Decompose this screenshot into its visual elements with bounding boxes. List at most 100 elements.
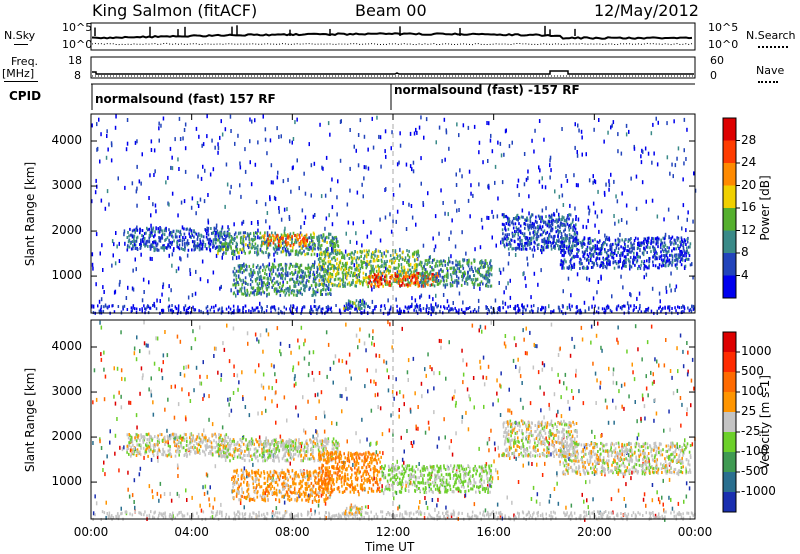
power-region-9-cell bbox=[656, 236, 659, 240]
power-region-9-cell bbox=[572, 235, 574, 239]
power-region-8-cell bbox=[506, 216, 509, 220]
power-region-3-cell bbox=[240, 266, 243, 270]
power-region-8-cell bbox=[549, 229, 552, 233]
power-noise-cell bbox=[123, 232, 125, 237]
power-region-1-cell bbox=[248, 238, 251, 242]
power-region-0-cell bbox=[139, 231, 141, 235]
power-noise-cell bbox=[135, 189, 138, 194]
power-region-3-cell bbox=[253, 271, 256, 275]
power-ground-cell bbox=[674, 306, 676, 310]
power-region-8-cell bbox=[504, 233, 507, 237]
power-region-4-cell bbox=[400, 263, 403, 266]
velocity-noise-cell bbox=[371, 341, 373, 346]
power-noise-cell bbox=[143, 290, 145, 294]
power-region-2-cell bbox=[298, 242, 300, 246]
power-region-4-cell bbox=[339, 259, 342, 263]
power-region-0-cell bbox=[178, 235, 181, 239]
power-noise-cell bbox=[278, 246, 280, 251]
power-noise-cell bbox=[626, 220, 628, 225]
power-region-3-cell bbox=[265, 265, 268, 269]
power-region-8-cell bbox=[568, 213, 570, 217]
velocity-noise-cell bbox=[483, 479, 485, 484]
power-noise-cell bbox=[435, 302, 437, 307]
power-noise-cell bbox=[495, 243, 497, 248]
velocity-noise-cell bbox=[303, 428, 305, 433]
power-region-3-cell bbox=[262, 269, 264, 272]
power-region-9-cell bbox=[637, 244, 640, 248]
power-region-3-cell bbox=[258, 288, 261, 292]
power-noise-cell bbox=[235, 255, 238, 260]
power-region-4-cell bbox=[416, 257, 418, 261]
power-region-8-cell bbox=[572, 218, 574, 222]
power-region-0-cell bbox=[141, 234, 143, 237]
power-ground-cell bbox=[301, 306, 304, 310]
power-region-3-cell bbox=[288, 290, 290, 293]
power-region-9-cell bbox=[598, 251, 601, 255]
power-ground-cell bbox=[205, 306, 208, 310]
power-region-9-cell bbox=[612, 251, 615, 255]
power-region-4-cell bbox=[354, 267, 356, 271]
power-region-0-cell bbox=[164, 238, 166, 242]
power-region-8-cell bbox=[554, 245, 556, 249]
power-region-4-cell bbox=[341, 271, 344, 275]
power-region-8-cell bbox=[531, 213, 534, 217]
power-region-3-cell bbox=[284, 272, 287, 276]
power-region-6-cell bbox=[485, 284, 488, 288]
power-noise-cell bbox=[597, 189, 599, 194]
power-region-7-cell bbox=[361, 299, 363, 303]
power-region-5-cell bbox=[373, 273, 376, 277]
power-region-1-cell bbox=[287, 249, 289, 253]
power-region-1-cell bbox=[235, 245, 238, 249]
velocity-noise-cell bbox=[279, 349, 281, 354]
power-noise-cell bbox=[539, 168, 541, 173]
power-region-1-cell bbox=[223, 251, 225, 255]
power-region-9-cell bbox=[650, 250, 652, 254]
power-region-3-cell bbox=[311, 265, 313, 269]
power-region-0-cell bbox=[171, 242, 173, 246]
power-noise-cell bbox=[131, 181, 134, 186]
power-region-6-cell bbox=[445, 273, 448, 277]
power-noise-cell bbox=[585, 152, 587, 157]
power-region-9-cell bbox=[630, 265, 633, 269]
power-noise-cell bbox=[472, 193, 474, 198]
power-region-8-cell bbox=[574, 232, 577, 236]
power-region-1-cell bbox=[336, 240, 339, 244]
power-region-3-cell bbox=[295, 293, 297, 297]
power-region-9-cell bbox=[600, 244, 603, 247]
power-region-3-cell bbox=[263, 265, 265, 269]
power-ground-cell bbox=[499, 306, 501, 310]
power-region-1-cell bbox=[247, 234, 249, 238]
power-region-0-cell bbox=[176, 235, 178, 239]
power-region-5-cell bbox=[403, 283, 406, 287]
power-noise-cell bbox=[242, 219, 245, 224]
power-region-9-cell bbox=[654, 264, 657, 268]
power-region-0-cell bbox=[189, 227, 191, 231]
power-region-3-cell bbox=[315, 290, 317, 294]
power-region-9-cell bbox=[665, 252, 668, 256]
power-region-8-cell bbox=[558, 216, 560, 220]
power-noise-cell bbox=[622, 285, 624, 290]
power-region-4-cell bbox=[393, 256, 396, 260]
power-region-4-cell bbox=[396, 256, 398, 260]
power-ground-cell bbox=[344, 307, 346, 311]
power-noise-cell bbox=[458, 133, 460, 138]
power-noise-cell bbox=[415, 127, 417, 132]
power-region-4-cell bbox=[334, 273, 337, 276]
power-region-9-cell bbox=[597, 252, 599, 256]
power-region-5-cell bbox=[431, 275, 433, 279]
power-region-9-cell bbox=[622, 261, 624, 265]
power-region-3-cell bbox=[291, 291, 293, 295]
power-region-4-cell bbox=[368, 262, 370, 266]
power-ground-cell bbox=[374, 307, 376, 311]
power-region-1-cell bbox=[297, 253, 299, 257]
power-noise-cell bbox=[448, 256, 450, 261]
power-region-6-cell bbox=[473, 260, 476, 263]
power-region-8-cell bbox=[537, 247, 539, 250]
power-region-6-cell bbox=[490, 284, 493, 288]
power-region-9-cell bbox=[590, 253, 593, 256]
power-ground-cell bbox=[544, 306, 547, 310]
velocity-noise-cell bbox=[139, 349, 141, 354]
power-region-9-cell bbox=[647, 240, 650, 244]
power-region-3-cell bbox=[252, 265, 254, 269]
power-region-2-cell bbox=[263, 234, 266, 238]
